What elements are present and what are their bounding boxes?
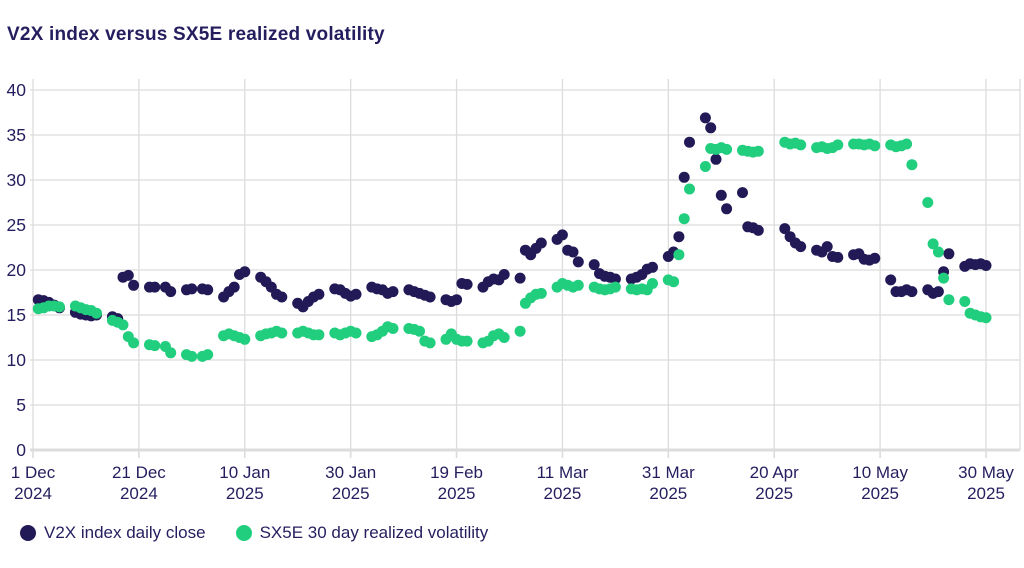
legend-label-sx5e: SX5E 30 day realized volatility — [259, 523, 489, 542]
svg-text:25: 25 — [7, 215, 26, 235]
v2x-series-points — [32, 112, 992, 325]
v2x-series-swatch-icon — [20, 525, 36, 541]
sx5e-series-points — [32, 136, 992, 362]
x-axis-ticks — [32, 450, 987, 458]
svg-text:15: 15 — [7, 305, 26, 325]
grid-lines — [30, 79, 1021, 452]
svg-text:5: 5 — [16, 395, 26, 415]
svg-text:0: 0 — [16, 440, 26, 460]
legend-item-v2x: V2X index daily close — [20, 523, 206, 543]
y-axis-labels: 0 5 10 15 20 25 30 35 40 — [7, 80, 27, 460]
chart-legend: V2X index daily close SX5E 30 day realiz… — [20, 523, 488, 543]
page-title: V2X index versus SX5E realized volatilit… — [7, 24, 385, 45]
svg-text:40: 40 — [7, 80, 27, 100]
svg-text:35: 35 — [7, 125, 26, 145]
x-axis-labels: 1 Dec 2024 21 Dec 2024 10 Jan 2025 30 Jan 2025 1… — [11, 463, 1015, 503]
svg-text:30: 30 — [7, 170, 27, 190]
svg-text:20: 20 — [7, 260, 27, 280]
legend-label-v2x: V2X index daily close — [44, 523, 206, 542]
svg-text:10: 10 — [7, 350, 27, 370]
sx5e-series-swatch-icon — [235, 525, 252, 541]
legend-item-sx5e: SX5E 30 day realized volatility — [235, 523, 489, 543]
